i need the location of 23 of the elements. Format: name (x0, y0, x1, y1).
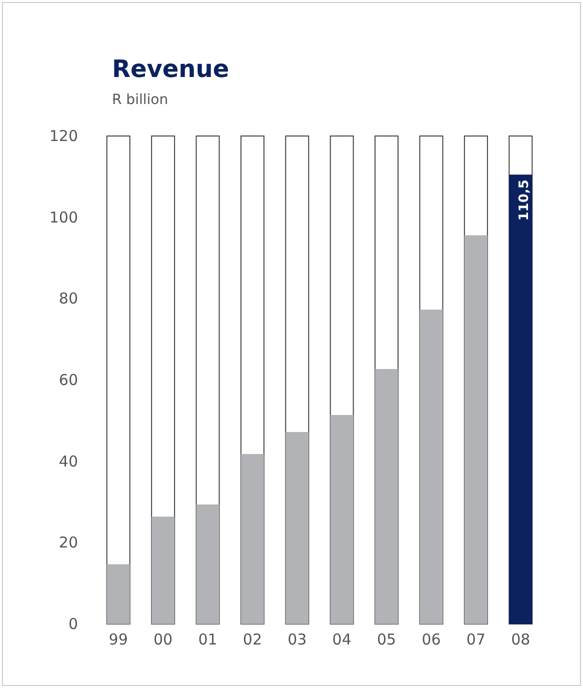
x-tick-label: 01 (198, 630, 218, 648)
x-tick-label: 07 (466, 630, 486, 648)
y-tick-label: 80 (58, 290, 78, 308)
x-tick-label: 99 (108, 630, 128, 648)
chart-subtitle: R billion (112, 92, 168, 108)
bar (106, 564, 130, 624)
bar (196, 504, 220, 624)
x-tick-label: 03 (288, 630, 307, 648)
y-tick-label: 60 (58, 371, 78, 389)
data-label: 110,5 (517, 180, 532, 221)
y-tick-label: 40 (58, 452, 78, 470)
x-tick-label: 04 (332, 630, 352, 648)
x-tick-label: 08 (511, 630, 530, 648)
bar (152, 516, 175, 624)
x-tick-label: 00 (154, 630, 173, 648)
x-tick-label: 05 (377, 630, 396, 648)
chart-title: Revenue (112, 55, 230, 83)
y-tick-label: 20 (58, 534, 78, 552)
x-tick-label: 02 (242, 630, 262, 648)
y-tick-label: 100 (49, 208, 78, 226)
x-tick-label: 06 (422, 630, 441, 648)
y-tick-label: 120 (49, 127, 78, 145)
y-tick-label: 0 (68, 615, 78, 633)
